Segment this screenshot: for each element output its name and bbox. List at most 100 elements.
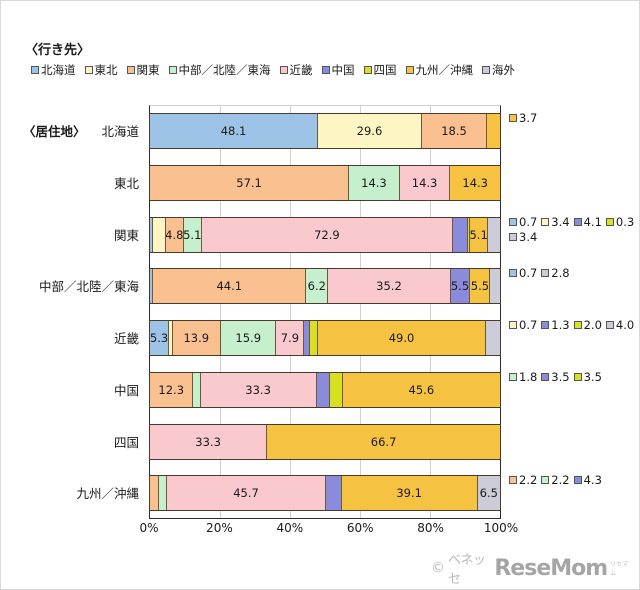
- callout-swatch-icon: [573, 476, 582, 485]
- legend-label: 海外: [492, 63, 515, 77]
- callout-label: 3.5: [583, 369, 602, 384]
- bar-segment-value: 13.9: [183, 331, 210, 345]
- bar-segment-value: 57.1: [236, 175, 262, 190]
- stacked-bar: 45.7 39.1 6.5: [149, 475, 501, 512]
- callout-value: 2.2: [541, 473, 570, 487]
- callout-value: 3.4: [541, 215, 570, 229]
- bar-segment: 35.2: [328, 269, 451, 304]
- stacked-bar: 12.3 33.3 45.6: [149, 371, 501, 408]
- bar-segment: [309, 321, 318, 355]
- bar-segment-value: 4.8: [166, 227, 184, 242]
- callout-label: 3.7: [519, 111, 538, 125]
- destination-title: 〈行き先〉: [25, 43, 91, 58]
- callout-label: 1.3: [551, 318, 570, 332]
- callout-group: 2.2 2.2 4.3: [509, 473, 637, 487]
- bar-segment-value: 33.3: [195, 434, 221, 449]
- bar-segment: 4.8: [166, 217, 184, 252]
- bar-segment-value: 14.3: [361, 175, 387, 190]
- bar-segment-value: 44.1: [216, 279, 243, 294]
- bar-segment: 6.2: [306, 269, 329, 304]
- benesse-text: ベネッセ: [448, 553, 486, 587]
- legend-label: 近畿: [289, 63, 313, 77]
- callout-label: 2.8: [551, 266, 570, 281]
- callout-group: 0.7 2.8: [509, 266, 637, 280]
- callout-label: 4.3: [583, 473, 602, 488]
- bar-segment: 57.1: [150, 165, 350, 200]
- bar-segment: [325, 476, 342, 511]
- legend-item: 九州／沖縄: [405, 62, 474, 78]
- bar-row: 九州／沖縄 45.7 39.1 6.5 2.2 2.2 4.3: [1, 467, 640, 519]
- bar-segment: 18.5: [421, 114, 488, 148]
- bar-segment-value: 33.3: [245, 382, 271, 397]
- bar-segment: 6.5: [477, 476, 500, 511]
- gridline: [360, 106, 361, 518]
- callout-label: 0.7: [519, 318, 538, 332]
- callout-swatch-icon: [541, 476, 550, 485]
- row-label: 東北: [113, 175, 139, 191]
- callout-label: 0.3: [615, 214, 635, 229]
- callout-group: 3.7: [509, 111, 637, 125]
- legend-swatch-icon: [84, 66, 93, 74]
- callout-value: 3.5: [541, 370, 570, 384]
- bar-segment: 14.3: [349, 165, 400, 200]
- callout-value: 0.7: [509, 318, 537, 332]
- bar-segment: 33.3: [200, 372, 317, 407]
- chart-legend: 北海道 東北 関東 中部／北陸／東海 近畿 中国 四国 九州／沖縄 海外: [31, 62, 631, 78]
- bar-segment: [150, 217, 154, 252]
- legend-label: 九州／沖縄: [415, 63, 474, 77]
- row-label: 中部／北陸／東海: [38, 279, 139, 295]
- legend-label: 北海道: [41, 63, 76, 77]
- callout-swatch-icon: [605, 321, 614, 329]
- bar-segment: 44.1: [153, 269, 307, 304]
- bar-segment-value: 6.2: [307, 279, 326, 294]
- legend-swatch-icon: [31, 66, 39, 74]
- bar-segment: [158, 476, 168, 511]
- callout-value: 1.8: [509, 370, 537, 384]
- bar-segment: 15.9: [221, 321, 277, 355]
- bar-segment: 72.9: [202, 217, 453, 252]
- resemom-brand: ReseMom: [494, 555, 608, 581]
- callout-swatch-icon: [573, 372, 582, 381]
- legend-item: 四国: [363, 62, 397, 78]
- bar-segment: [488, 217, 501, 252]
- bar-segment-value: 72.9: [314, 227, 340, 242]
- callout-value: 2.0: [573, 318, 602, 332]
- bar-segment: 14.3: [450, 165, 501, 200]
- callout-swatch-icon: [541, 321, 550, 329]
- axis-tick-label: 100%: [483, 521, 519, 535]
- bar-segment: [486, 321, 500, 355]
- bar-segment: [316, 372, 330, 407]
- bar-segment: 5.5: [470, 269, 491, 304]
- bar-segment: [169, 321, 173, 355]
- bar-segment: 49.0: [317, 321, 487, 355]
- bar-segment-value: 6.5: [479, 486, 498, 501]
- bar-row: 〈居住地〉 北海道 48.1 29.6 18.5 3.7: [1, 105, 640, 157]
- bar-segment-value: 5.3: [150, 331, 169, 345]
- bar-segment-value: 29.6: [356, 124, 383, 138]
- row-label: 関東: [113, 227, 139, 243]
- bar-segment: 5.3: [150, 321, 170, 355]
- bar-segment-value: 49.0: [388, 331, 415, 345]
- resemom-ruby: リセマム: [610, 561, 629, 577]
- legend-swatch-icon: [279, 66, 288, 74]
- bar-segment: 13.9: [172, 321, 222, 355]
- bar-segment-value: 5.1: [469, 227, 488, 242]
- bar-segment: [304, 321, 310, 355]
- callout-value: 4.1: [573, 215, 602, 229]
- bar-segment-value: 15.9: [235, 331, 262, 345]
- bar-segment: 5.1: [183, 217, 202, 252]
- bar-segment-value: 48.1: [220, 124, 247, 138]
- row-label: 九州／沖縄: [76, 486, 139, 502]
- callout-label: 4.0: [615, 318, 635, 332]
- bar-row: 四国 33.3 66.7: [1, 416, 640, 468]
- legend-swatch-icon: [405, 66, 414, 74]
- callout-swatch-icon: [605, 217, 614, 226]
- axis-tick-label: 40%: [276, 521, 304, 535]
- callout-swatch-icon: [541, 269, 550, 278]
- callout-value: 3.7: [509, 111, 537, 125]
- legend-label: 中国: [331, 63, 355, 77]
- stacked-bar: 48.1 29.6 18.5: [149, 113, 501, 149]
- legend-label: 四国: [373, 63, 397, 77]
- legend-swatch-icon: [482, 66, 490, 74]
- bar-segment: 45.6: [342, 372, 500, 407]
